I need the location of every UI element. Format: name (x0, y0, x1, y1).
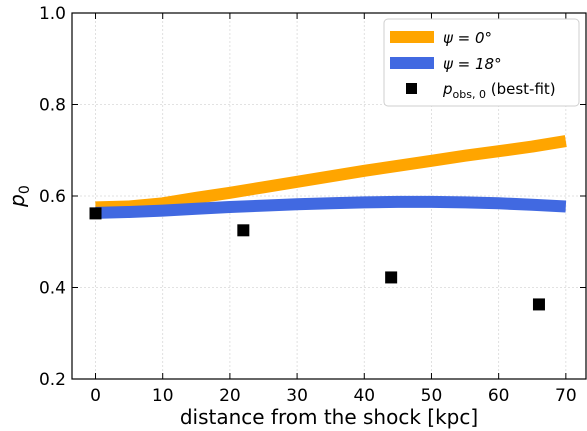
ticks (72, 12, 586, 380)
x-tick-label: 10 (152, 386, 174, 406)
legend-label-best-fit-sub: obs, 0 (453, 88, 486, 101)
x-axis-label: distance from the shock [kpc] (180, 405, 478, 429)
y-tick-label: 0.8 (39, 96, 66, 116)
legend: ψ = 0° ψ = 18° pobs, 0 (best-fit) (383, 18, 580, 107)
legend-label-best-fit: pobs, 0 (best-fit) (442, 80, 556, 101)
series-layer (95, 135, 567, 219)
y-tick-label: 0.2 (39, 370, 66, 390)
best-fit-point (532, 298, 545, 311)
best-fit-point (89, 207, 102, 220)
best-fit-point (237, 224, 250, 237)
legend-swatch-best-fit (406, 83, 417, 94)
points-layer (89, 207, 545, 311)
best-fit-point (385, 271, 398, 284)
x-tick-label: 40 (353, 386, 375, 406)
x-tick-label: 0 (90, 386, 101, 406)
x-tick-label: 50 (421, 386, 443, 406)
y-tick-label: 0.4 (39, 279, 66, 299)
legend-label-psi-0: ψ = 0° (443, 29, 492, 47)
y-axis-label: p0 (5, 185, 33, 208)
legend-label-psi-18: ψ = 18° (443, 55, 502, 73)
x-tick-label: 70 (555, 386, 577, 406)
x-tick-label: 30 (286, 386, 308, 406)
legend-label-best-fit-main: p (442, 80, 453, 98)
x-tick-label: 20 (219, 386, 241, 406)
x-tick-label: 60 (488, 386, 510, 406)
series-line-psi-0 (95, 135, 567, 214)
y-axis-label-main: p (5, 194, 29, 208)
y-tick-label: 1.0 (39, 4, 66, 24)
series-line-psi-18 (95, 195, 567, 219)
y-tick-label: 0.6 (39, 187, 66, 207)
y-axis-label-sub: 0 (17, 185, 33, 194)
legend-label-best-fit-rest: (best-fit) (486, 80, 556, 98)
tick-labels: 0 10 20 30 40 50 60 70 0.2 0.4 0.6 0.8 1.0 (39, 4, 577, 406)
